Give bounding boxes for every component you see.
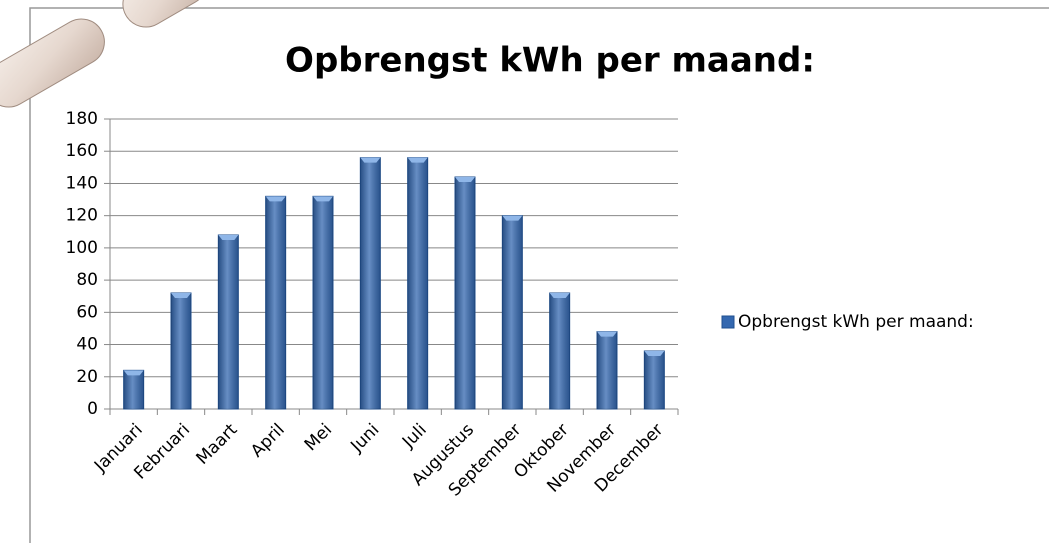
y-tick-label: 160 (66, 141, 98, 161)
x-tick-label: Juni (346, 420, 383, 457)
bar (550, 293, 570, 409)
y-tick-label: 0 (87, 399, 98, 419)
legend-label: Opbrengst kWh per maand: (738, 312, 974, 332)
bar (597, 332, 617, 409)
bar (266, 196, 286, 409)
x-tick-label: Maart (192, 420, 241, 469)
y-tick-label: 60 (76, 302, 98, 322)
y-tick-label: 180 (66, 109, 98, 129)
x-tick-label: Mei (301, 420, 336, 455)
bar (644, 351, 664, 409)
x-tick-label: Juli (398, 420, 431, 453)
bar (313, 196, 333, 409)
x-tick-label: April (247, 420, 289, 462)
y-tick-label: 140 (66, 173, 98, 193)
y-tick-label: 40 (76, 335, 98, 355)
bar (124, 370, 144, 409)
y-tick-label: 100 (66, 238, 98, 258)
decoration (0, 0, 215, 115)
bar (455, 177, 475, 409)
bar (408, 158, 428, 409)
bar (218, 235, 238, 409)
y-tick-label: 80 (76, 270, 98, 290)
bar (171, 293, 191, 409)
chart-title: Opbrengst kWh per maand: (285, 41, 815, 81)
y-tick-label: 20 (76, 367, 98, 387)
legend-swatch (722, 316, 734, 328)
bar (502, 216, 522, 409)
bar (360, 158, 380, 409)
chart: Opbrengst kWh per maand: 0 20 40 60 80 100 120… (0, 0, 1049, 543)
y-tick-label: 120 (66, 206, 98, 226)
